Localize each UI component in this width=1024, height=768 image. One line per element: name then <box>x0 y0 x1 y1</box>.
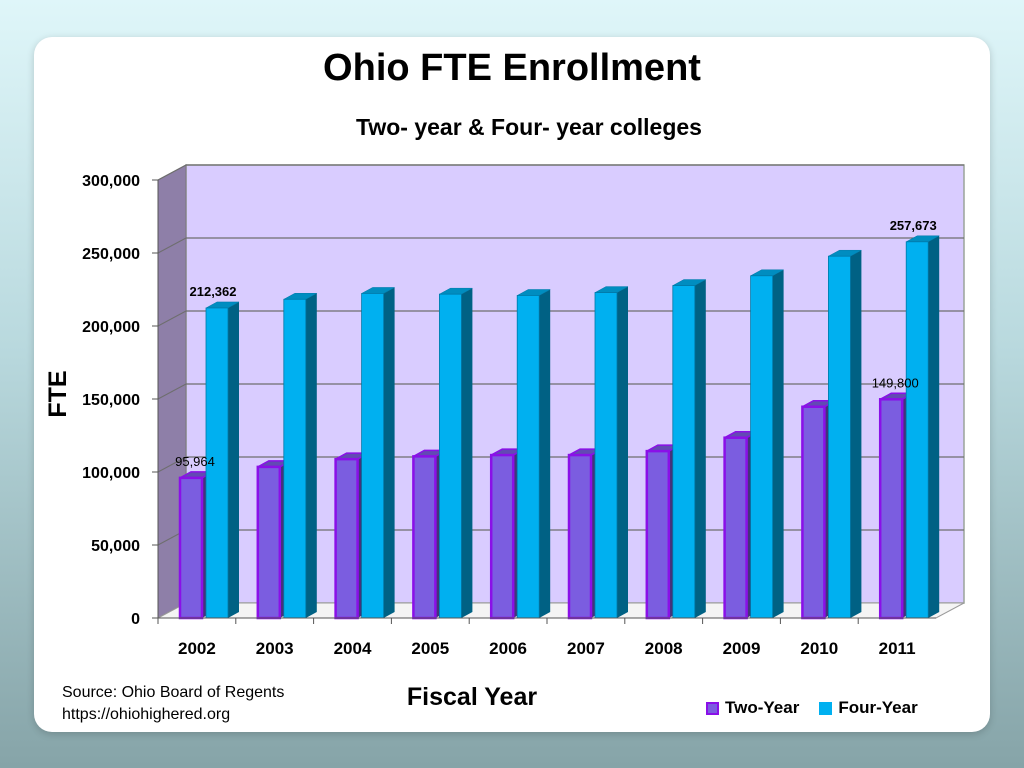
bar-front <box>334 457 359 620</box>
data-label: 257,673 <box>890 218 937 233</box>
bar-four-year-2004 <box>361 287 395 619</box>
data-label: 212,362 <box>190 284 237 299</box>
bar-front <box>672 285 696 619</box>
bar-front <box>283 298 307 619</box>
bar-four-year-2006 <box>516 289 551 619</box>
x-tick-label: 2009 <box>723 639 761 658</box>
bar-front <box>645 449 671 620</box>
x-tick-label: 2002 <box>178 639 216 658</box>
bar-four-year-2009 <box>750 269 784 619</box>
bar-front <box>594 292 618 619</box>
bar-four-year-2005 <box>438 287 473 619</box>
x-axis-title: Fiscal Year <box>407 683 537 711</box>
data-label: 95,964 <box>175 454 215 469</box>
y-tick-label: 150,000 <box>82 392 140 409</box>
gridline-side <box>157 164 187 181</box>
bar-four-year-2010 <box>828 249 862 619</box>
bar-side <box>228 301 239 618</box>
bar-side <box>617 286 628 618</box>
x-tick-label: 2007 <box>567 639 605 658</box>
y-tick-label: 50,000 <box>91 538 140 555</box>
bar-side <box>772 269 784 618</box>
bar-front <box>801 405 826 620</box>
chart-subtitle: Two- year & Four- year colleges <box>356 114 702 140</box>
bar-four-year-2002 <box>205 301 240 619</box>
bar-four-year-2011 <box>905 235 940 619</box>
gridline-side <box>157 456 187 473</box>
bar-front <box>828 255 851 619</box>
y-axis-title: FTE <box>44 370 72 417</box>
bar-four-year-2007 <box>594 286 629 619</box>
bar-side <box>461 288 473 618</box>
bar-front <box>489 453 515 620</box>
bar-front <box>723 436 748 620</box>
bar-four-year-2003 <box>283 293 317 619</box>
bar-front <box>516 295 540 619</box>
y-tick-label: 250,000 <box>82 246 140 263</box>
gridline-side <box>157 383 187 400</box>
y-tick-label: 200,000 <box>82 319 140 336</box>
bar-side <box>928 235 940 618</box>
x-tick-label: 2011 <box>879 639 916 658</box>
y-tick-label: 100,000 <box>82 465 140 482</box>
legend-item-two-year: Two-Year <box>706 698 799 718</box>
bar-front <box>438 293 462 619</box>
bar-side <box>850 250 862 618</box>
source-url: https://ohiohighered.org <box>62 706 231 723</box>
bar-side <box>539 289 551 618</box>
source-note: Source: Ohio Board of Regents https://oh… <box>62 682 284 726</box>
x-tick-label: 2003 <box>256 639 294 658</box>
chart-title: Ohio FTE Enrollment <box>323 47 701 89</box>
bar-front <box>905 241 929 619</box>
bar-front <box>412 455 437 620</box>
bar-side <box>694 279 706 618</box>
legend: Two-Year Four-Year <box>706 698 938 718</box>
legend-swatch-four-year <box>819 701 833 715</box>
x-tick-label: 2006 <box>489 639 527 658</box>
x-tick-label: 2005 <box>411 639 449 658</box>
bar-front <box>178 476 204 620</box>
gridline-side <box>157 237 187 254</box>
x-tick-label: 2010 <box>800 639 838 658</box>
bar-front <box>567 453 593 620</box>
bar-side <box>305 293 317 618</box>
legend-swatch-two-year <box>706 701 719 715</box>
x-tick-label: 2004 <box>334 639 372 658</box>
bar-front <box>750 275 773 619</box>
y-tick-label: 0 <box>131 611 140 628</box>
bar-front <box>256 465 282 620</box>
bar-four-year-2008 <box>672 279 706 619</box>
x-tick-label: 2008 <box>645 639 683 658</box>
legend-item-four-year: Four-Year <box>819 698 918 718</box>
legend-label-two-year: Two-Year <box>725 698 800 717</box>
legend-label-four-year: Four-Year <box>838 698 918 717</box>
data-label: 149,800 <box>872 375 919 390</box>
source-line: Source: Ohio Board of Regents <box>62 684 285 701</box>
y-tick-label: 300,000 <box>82 173 140 190</box>
bar-front <box>878 398 904 620</box>
gridline-side <box>157 310 187 327</box>
bar-side <box>383 287 395 618</box>
bar-front <box>361 293 385 619</box>
